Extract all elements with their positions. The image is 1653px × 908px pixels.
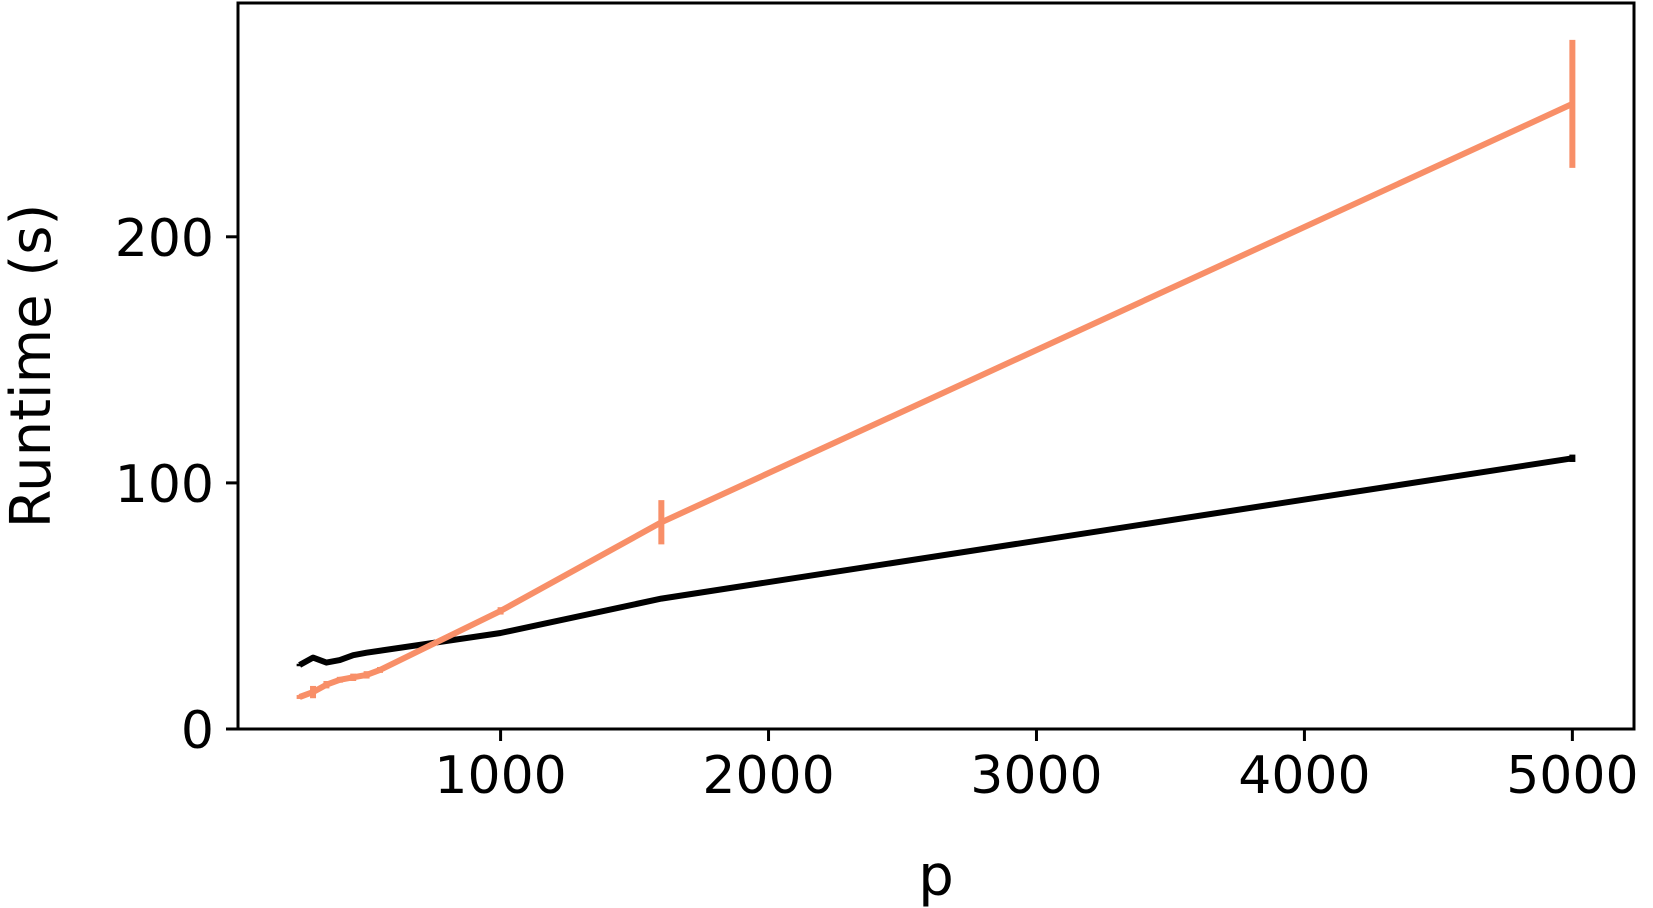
series-line	[298, 101, 1574, 700]
x-tick-label: 5000	[1506, 746, 1638, 806]
x-tick-label: 3000	[970, 746, 1102, 806]
plot-area	[296, 39, 1576, 700]
y-tick-label: 0	[181, 701, 214, 761]
series-1	[296, 39, 1576, 700]
series-line	[298, 455, 1573, 668]
y-tick-label: 200	[115, 209, 214, 269]
x-axis: 1000 2000 3000 4000 5000	[434, 729, 1639, 806]
y-tick-label: 100	[115, 455, 214, 515]
x-tick-label: 1000	[434, 746, 566, 806]
x-tick-label: 4000	[1238, 746, 1370, 806]
x-tick-label: 2000	[702, 746, 834, 806]
x-axis-label: p	[918, 844, 954, 908]
y-axis-label: Runtime (s)	[0, 204, 64, 529]
axes-frame	[236, 1, 1636, 731]
y-axis: 0 100 200	[115, 209, 238, 761]
series-0	[296, 454, 1576, 668]
